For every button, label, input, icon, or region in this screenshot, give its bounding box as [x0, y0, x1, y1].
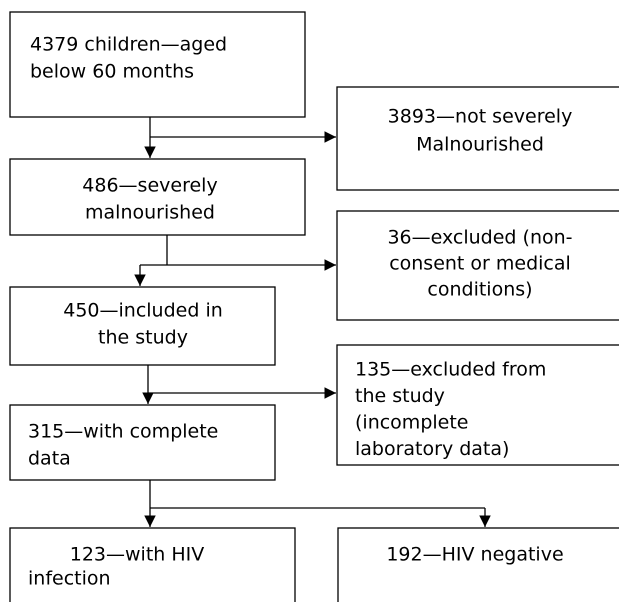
node-label: 135—excluded from: [355, 359, 546, 381]
node-label: 486—severely: [82, 175, 217, 197]
node-label: consent or medical: [389, 253, 571, 275]
node-label: 3893—not severely: [388, 106, 573, 128]
node-label: 315—with complete: [28, 421, 218, 443]
node-label: the study: [355, 385, 445, 407]
node-label: 4379 children—aged: [30, 34, 227, 56]
flow-node: 135—excluded from the study (incomplete lab…: [336, 344, 619, 466]
node-label: data: [28, 448, 71, 470]
flow-node: 4379 children—aged below 60 months: [9, 11, 306, 118]
node-box: [9, 404, 276, 481]
flow-node: 192—HIV negative: [337, 527, 619, 602]
node-label: below 60 months: [30, 61, 194, 83]
node-box: [9, 11, 306, 118]
flow-node: 36—excluded (non-consent or medical condi…: [336, 210, 619, 321]
node-label: conditions): [427, 279, 532, 301]
node-label: 36—excluded (non-: [387, 227, 572, 249]
node-label: infection: [28, 568, 111, 590]
node-label: 123—with HIV: [70, 544, 205, 566]
node-box: [9, 158, 306, 236]
node-label: malnourished: [85, 202, 215, 224]
node-box: [9, 286, 276, 366]
node-box: [336, 344, 619, 466]
flow-node: 450—included in the study: [9, 286, 276, 366]
node-box: [337, 527, 619, 602]
node-label: the study: [98, 327, 188, 349]
node-box: [336, 86, 619, 191]
node-box: [9, 527, 296, 602]
node-box: [336, 210, 619, 321]
node-label: (incomplete: [355, 412, 468, 434]
flow-node: 486—severely malnourished: [9, 158, 306, 236]
node-label: Malnourished: [416, 134, 544, 156]
node-label: laboratory data): [355, 438, 509, 460]
flow-node: 3893—not severely Malnourished: [336, 86, 619, 191]
node-label: 450—included in: [63, 300, 223, 322]
connectors: [134, 117, 491, 527]
node-label: 192—HIV negative: [386, 544, 563, 566]
flow-node: 315—with complete data: [9, 404, 276, 481]
